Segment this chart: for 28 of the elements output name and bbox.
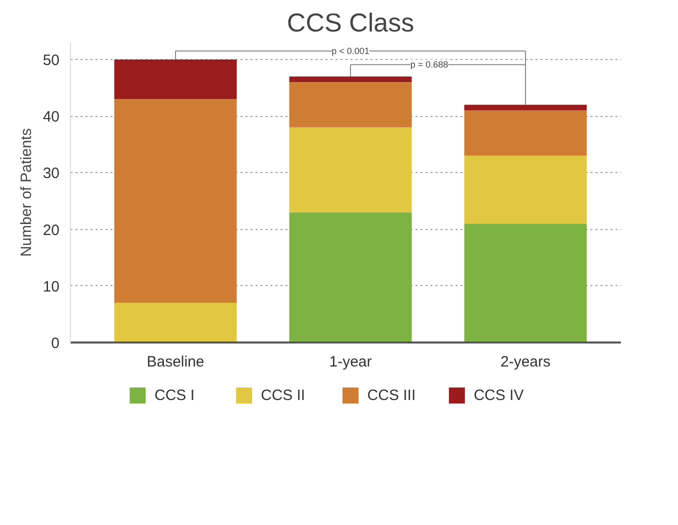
y-tick-label: 0	[51, 335, 60, 352]
bar	[464, 156, 587, 224]
annotation: p < 0.001	[332, 46, 370, 56]
legend-label: CCS IV	[474, 387, 524, 404]
x-tick-label: 1-year	[329, 354, 372, 370]
y-tick-label: 50	[42, 52, 60, 69]
x-tick-label: 2-years	[500, 354, 551, 370]
chart-title: CCS Class	[286, 8, 414, 38]
y-tick-label: 20	[42, 222, 60, 239]
bar	[289, 82, 412, 128]
legend-label: CCS II	[260, 387, 306, 404]
bar	[464, 104, 587, 110]
bar	[114, 59, 237, 100]
y-tick-label: 40	[42, 108, 60, 126]
x-tick-label: Baseline	[146, 354, 204, 370]
bar	[289, 212, 412, 342]
legend-label: CCS III	[367, 387, 416, 404]
bar	[114, 99, 237, 303]
y-axis-title: Number of Patients	[18, 128, 35, 257]
bar	[464, 110, 587, 156]
bar	[289, 127, 412, 212]
bar	[464, 224, 587, 342]
bar	[289, 76, 412, 82]
bar	[114, 302, 237, 342]
y-tick-label: 30	[42, 165, 60, 182]
annotation: p = 0.688	[410, 60, 448, 70]
legend-label: CCS I	[154, 387, 195, 404]
y-tick-label: 10	[42, 278, 60, 296]
